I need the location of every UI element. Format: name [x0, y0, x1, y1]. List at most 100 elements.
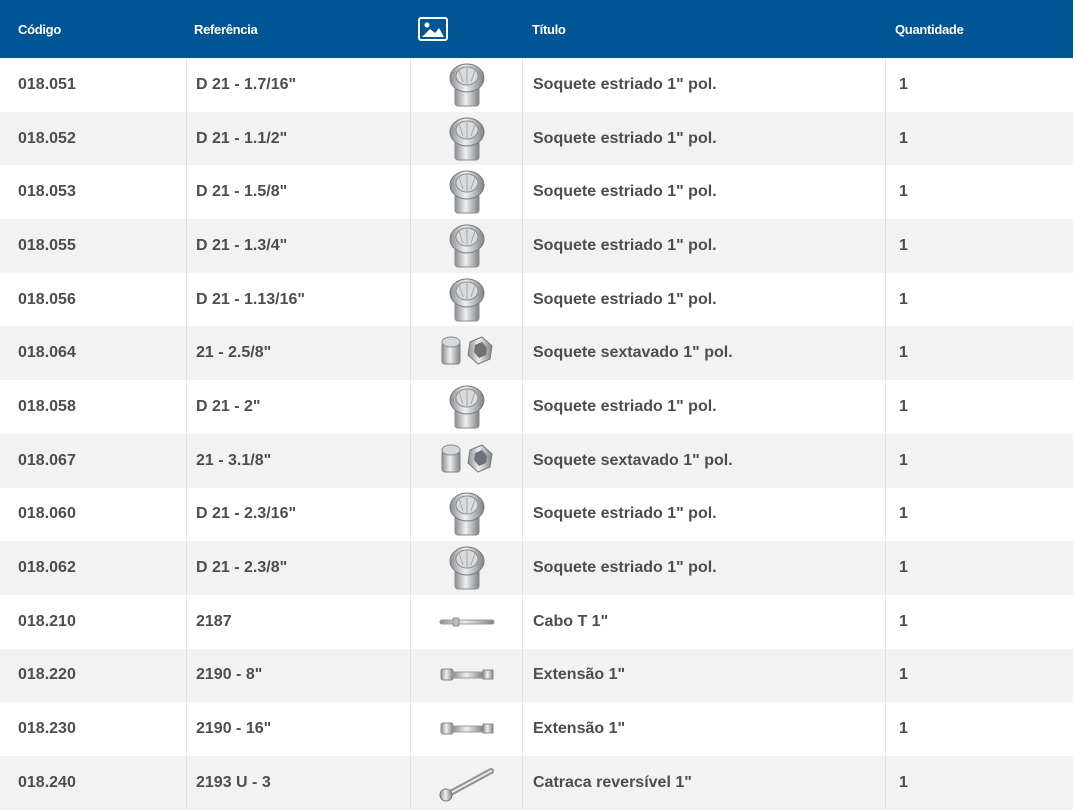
cell-codigo: 018.056 [18, 290, 76, 308]
cell-quantidade: 1 [885, 433, 1073, 488]
cell-image [410, 111, 522, 166]
cell-codigo: 018.240 [18, 773, 76, 791]
cell-quantidade: 1 [885, 380, 1073, 434]
cell-titulo: Catraca reversível 1" [522, 755, 885, 810]
cell-referencia: D 21 - 2" [186, 380, 410, 434]
product-thumbnail[interactable] [437, 114, 497, 164]
product-thumbnail[interactable] [437, 436, 497, 486]
cell-referencia: D 21 - 1.7/16" [186, 58, 410, 112]
table-header: Código Referência Título Quantidade [0, 0, 1073, 58]
product-thumbnail[interactable] [437, 489, 497, 539]
cell-codigo: 018.210 [18, 612, 76, 630]
cell-quantidade: 1 [885, 165, 1073, 220]
cell-referencia: D 21 - 1.13/16" [186, 272, 410, 327]
table-row[interactable]: 018.230 2190 - 16" Extensão 1" 1 [0, 702, 1073, 756]
table-row[interactable]: 018.062 D 21 - 2.3/8" Soquete estriado 1" … [0, 541, 1073, 595]
cell-codigo: 018.067 [18, 451, 76, 469]
cell-referencia: 2187 [186, 594, 410, 649]
product-thumbnail[interactable] [437, 382, 497, 432]
product-thumbnail[interactable] [437, 328, 497, 378]
cell-titulo: Soquete estriado 1" pol. [522, 58, 885, 112]
table-row[interactable]: 018.210 2187 Cabo T 1" 1 [0, 594, 1073, 649]
column-header-quantidade[interactable]: Quantidade [895, 21, 964, 37]
cell-referencia: 2193 U - 3 [186, 755, 410, 810]
table-row[interactable]: 018.060 D 21 - 2.3/16" Soquete estriado 1"… [0, 487, 1073, 542]
column-header-codigo[interactable]: Código [18, 21, 61, 37]
product-thumbnail[interactable] [437, 704, 497, 754]
cell-image [410, 594, 522, 649]
cell-quantidade: 1 [885, 58, 1073, 112]
product-thumbnail[interactable] [437, 275, 497, 325]
cell-quantidade: 1 [885, 755, 1073, 810]
product-thumbnail[interactable] [437, 167, 497, 217]
cell-titulo: Extensão 1" [522, 648, 885, 703]
cell-codigo: 018.058 [18, 397, 76, 415]
cell-referencia: 2190 - 16" [186, 702, 410, 756]
product-thumbnail[interactable] [437, 758, 497, 808]
cell-titulo: Soquete estriado 1" pol. [522, 165, 885, 220]
cell-quantidade: 1 [885, 594, 1073, 649]
cell-image [410, 326, 522, 381]
table-row[interactable]: 018.051 D 21 - 1.7/16" Soquete estriado 1"… [0, 58, 1073, 112]
cell-codigo: 018.220 [18, 666, 76, 684]
cell-referencia: D 21 - 1.5/8" [186, 165, 410, 220]
cell-titulo: Soquete sextavado 1" pol. [522, 326, 885, 381]
cell-referencia: D 21 - 2.3/16" [186, 487, 410, 542]
cell-referencia: D 21 - 2.3/8" [186, 541, 410, 595]
cell-referencia: 21 - 2.5/8" [186, 326, 410, 381]
cell-referencia: 2190 - 8" [186, 648, 410, 703]
product-thumbnail[interactable] [437, 60, 497, 110]
table-row[interactable]: 018.053 D 21 - 1.5/8" Soquete estriado 1" … [0, 165, 1073, 220]
cell-codigo: 018.053 [18, 183, 76, 201]
cell-image [410, 380, 522, 434]
cell-titulo: Soquete estriado 1" pol. [522, 487, 885, 542]
cell-image [410, 755, 522, 810]
table-row[interactable]: 018.240 2193 U - 3 Catraca reversível 1" 1 [0, 755, 1073, 810]
cell-quantidade: 1 [885, 487, 1073, 542]
cell-codigo: 018.051 [18, 75, 76, 93]
table-row[interactable]: 018.058 D 21 - 2" Soquete estriado 1" pol.… [0, 380, 1073, 434]
table-row[interactable]: 018.055 D 21 - 1.3/4" Soquete estriado 1" … [0, 219, 1073, 273]
product-thumbnail[interactable] [437, 221, 497, 271]
column-header-image [410, 17, 522, 41]
cell-quantidade: 1 [885, 541, 1073, 595]
cell-titulo: Soquete estriado 1" pol. [522, 219, 885, 273]
table-row[interactable]: 018.052 D 21 - 1.1/2" Soquete estriado 1" … [0, 111, 1073, 166]
cell-image [410, 487, 522, 542]
cell-quantidade: 1 [885, 702, 1073, 756]
column-header-titulo[interactable]: Título [532, 21, 566, 37]
cell-codigo: 018.230 [18, 720, 76, 738]
cell-quantidade: 1 [885, 111, 1073, 166]
cell-quantidade: 1 [885, 219, 1073, 273]
table-row[interactable]: 018.067 21 - 3.1/8" Soquete sextavado 1" p… [0, 433, 1073, 488]
cell-titulo: Soquete estriado 1" pol. [522, 272, 885, 327]
cell-quantidade: 1 [885, 272, 1073, 327]
product-thumbnail[interactable] [437, 650, 497, 700]
product-thumbnail[interactable] [437, 543, 497, 593]
column-header-referencia[interactable]: Referência [194, 21, 258, 37]
cell-codigo: 018.062 [18, 559, 76, 577]
cell-referencia: D 21 - 1.3/4" [186, 219, 410, 273]
product-thumbnail[interactable] [437, 597, 497, 647]
table-row[interactable]: 018.056 D 21 - 1.13/16" Soquete estriado 1… [0, 272, 1073, 327]
cell-referencia: D 21 - 1.1/2" [186, 111, 410, 166]
cell-titulo: Soquete estriado 1" pol. [522, 111, 885, 166]
cell-titulo: Soquete sextavado 1" pol. [522, 433, 885, 488]
image-icon [418, 17, 448, 41]
cell-image [410, 165, 522, 220]
cell-titulo: Extensão 1" [522, 702, 885, 756]
cell-image [410, 648, 522, 703]
table-row[interactable]: 018.220 2190 - 8" Extensão 1" 1 [0, 648, 1073, 703]
cell-image [410, 219, 522, 273]
cell-image [410, 541, 522, 595]
cell-codigo: 018.052 [18, 129, 76, 147]
table-body: 018.051 D 21 - 1.7/16" Soquete estriado 1"… [0, 58, 1073, 810]
cell-image [410, 272, 522, 327]
cell-codigo: 018.055 [18, 236, 76, 254]
cell-codigo: 018.064 [18, 344, 76, 362]
table-row[interactable]: 018.064 21 - 2.5/8" Soquete sextavado 1" p… [0, 326, 1073, 381]
cell-titulo: Soquete estriado 1" pol. [522, 541, 885, 595]
cell-codigo: 018.060 [18, 505, 76, 523]
cell-quantidade: 1 [885, 648, 1073, 703]
